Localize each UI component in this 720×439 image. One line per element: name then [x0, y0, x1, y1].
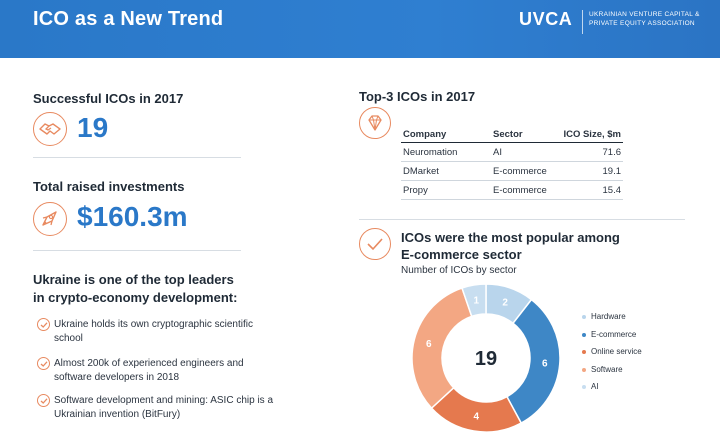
legend-label: Hardware: [591, 312, 626, 321]
column-header-sector: Sector: [493, 129, 523, 140]
legend-swatch: [582, 332, 586, 337]
successful-icos-title: Successful ICOs in 2017: [33, 91, 184, 106]
column-header-ico-size: ICO Size, $m: [563, 129, 621, 140]
legend-item-online-service: Online service: [582, 347, 642, 365]
diamond-icon: [359, 107, 391, 139]
column-header-company: Company: [403, 129, 447, 140]
brand-logo: UVCA: [519, 9, 573, 29]
donut-center-total: 19: [475, 348, 497, 370]
table-cell: 19.1: [602, 166, 622, 177]
ukraine-title-line-2: in crypto-economy development:: [33, 290, 238, 305]
header-banner: ICO as a New Trend UVCA Ukrainian Ventur…: [0, 0, 720, 58]
donut-slice-label: 1: [474, 295, 480, 306]
check-icon: [37, 394, 50, 407]
divider: [359, 219, 685, 220]
popular-title-line-2: E-commerce sector: [401, 247, 522, 262]
donut-slice-label: 6: [426, 339, 432, 350]
check-icon: [359, 228, 391, 260]
table-cell: 15.4: [602, 185, 622, 196]
table-cell: Propy: [403, 185, 428, 196]
table-cell: 71.6: [602, 147, 622, 158]
list-item-text: Ukraine holds its own cryptographic scie…: [54, 319, 253, 344]
table-row: DMarket E-commerce 19.1: [401, 162, 623, 181]
table-cell: Neuromation: [403, 147, 458, 158]
legend-swatch: [582, 385, 586, 389]
legend-label: E-commerce: [591, 329, 637, 339]
table-row: Neuromation AI 71.6: [401, 143, 623, 162]
table-cell: E-commerce: [493, 185, 547, 196]
legend-swatch: [582, 350, 586, 354]
total-raised-title: Total raised investments: [33, 179, 185, 194]
donut-slice-software: [411, 287, 473, 410]
list-item-text: Almost 200k of experienced engineers and…: [54, 358, 244, 383]
ukraine-title-line-1: Ukraine is one of the top leaders: [33, 272, 234, 287]
total-raised-value: $160.3m: [77, 201, 188, 232]
legend-label: Software: [591, 364, 623, 374]
page-title: ICO as a New Trend: [33, 8, 224, 30]
donut-slice-e-commerce: [505, 298, 561, 425]
legend-label: AI: [591, 382, 599, 391]
table-header: Company Sector ICO Size, $m: [401, 126, 623, 143]
legend-item-software: Software: [582, 365, 642, 383]
rocket-icon: [33, 202, 67, 236]
legend-item-ai: AI: [582, 382, 642, 400]
sector-donut-chart: 2 6 4 6 1 19: [411, 283, 561, 433]
legend-label: Online service: [591, 347, 642, 356]
divider: [33, 157, 241, 158]
table-cell: E-commerce: [493, 166, 547, 177]
chart-subtitle: Number of ICOs by sector: [401, 265, 517, 276]
top3-title: Top-3 ICOs in 2017: [359, 89, 476, 104]
table-cell: AI: [493, 147, 502, 158]
popular-title-line-1: ICOs were the most popular among: [401, 230, 620, 245]
brand-divider: [582, 10, 583, 34]
chart-legend: Hardware E-commerce Online service Software…: [582, 312, 642, 400]
brand-subtitle: Ukrainian Venture Capital & Private Equi…: [589, 11, 700, 27]
donut-slice-label: 2: [502, 298, 508, 309]
donut-slice-label: 4: [474, 412, 480, 423]
successful-icos-value: 19: [77, 112, 109, 143]
legend-item-e-commerce: E-commerce: [582, 330, 642, 348]
divider: [33, 250, 241, 251]
table-row: Propy E-commerce 15.4: [401, 181, 623, 200]
list-item-text: Software development and mining: ASIC ch…: [54, 395, 274, 420]
donut-slice-label: 6: [542, 358, 548, 369]
top3-table: Company Sector ICO Size, $m Neuromation …: [401, 126, 623, 200]
table-cell: DMarket: [403, 166, 439, 177]
check-icon: [37, 357, 50, 370]
legend-swatch: [582, 315, 586, 319]
check-icon: [37, 318, 50, 331]
donut-slice-ai: [461, 283, 487, 318]
legend-item-hardware: Hardware: [582, 312, 642, 330]
handshake-icon: [33, 112, 67, 146]
legend-swatch: [582, 367, 586, 372]
